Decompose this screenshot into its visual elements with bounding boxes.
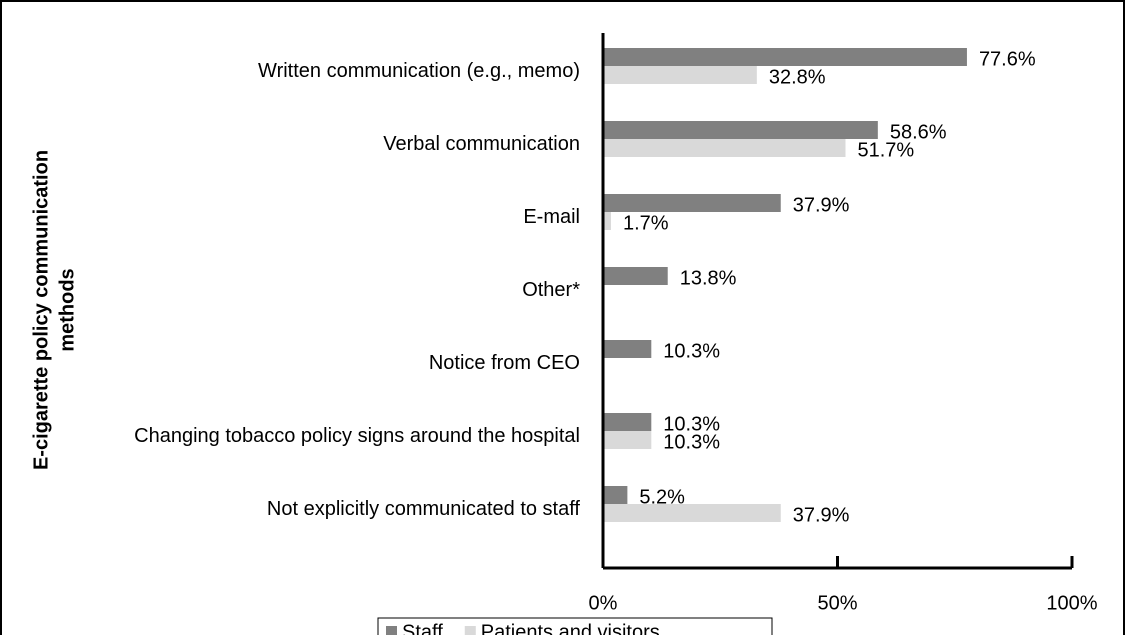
y-tick-label-wrap: Changing tobacco policy signs around the… xyxy=(50,400,580,473)
bar xyxy=(603,340,652,358)
value-label: 37.9% xyxy=(793,504,850,526)
y-tick-label-box: Changing tobacco policy signs around the… xyxy=(50,400,580,473)
legend-label: Staff xyxy=(402,621,443,635)
x-tick-label: 0% xyxy=(589,592,618,614)
value-label: 32.8% xyxy=(769,66,826,88)
y-tick-label: Verbal communication xyxy=(383,132,580,155)
y-axis-label-line: methods xyxy=(56,268,78,351)
y-tick-label: Written communication (e.g., memo) xyxy=(258,59,580,82)
y-tick-label: Other* xyxy=(522,278,580,301)
bar xyxy=(603,267,668,285)
x-tick-label: 100% xyxy=(1046,592,1097,614)
value-label: 77.6% xyxy=(979,48,1036,70)
y-tick-label-wrap: Verbal communication xyxy=(50,108,580,181)
bar xyxy=(603,194,781,212)
x-tick-label: 50% xyxy=(817,592,857,614)
bar xyxy=(603,139,846,157)
bar xyxy=(603,504,781,522)
y-tick-label: E-mail xyxy=(523,205,580,228)
y-tick-label-box: Other* xyxy=(50,254,580,327)
value-label: 37.9% xyxy=(793,194,850,216)
y-tick-label: Not explicitly communicated to staff xyxy=(266,497,580,520)
bar xyxy=(603,48,967,66)
bar xyxy=(603,431,652,449)
bar xyxy=(603,413,652,431)
y-axis-label-line: E-cigarette policy communication xyxy=(30,150,52,470)
y-tick-label-wrap: Not explicitly communicated to staff xyxy=(50,473,580,546)
bar xyxy=(603,66,757,84)
bar xyxy=(603,486,628,504)
y-tick-label-wrap: E-mail xyxy=(50,181,580,254)
y-tick-label-box: Not explicitly communicated to staff xyxy=(50,473,580,546)
y-axis-label: E-cigarette policy communication methods xyxy=(30,150,78,470)
value-label: 1.7% xyxy=(623,212,669,234)
bar xyxy=(603,121,878,139)
value-label: 10.3% xyxy=(663,431,720,453)
y-tick-label-box: Verbal communication xyxy=(50,108,580,181)
legend-swatch xyxy=(386,626,397,635)
value-label: 13.8% xyxy=(680,267,737,289)
bar xyxy=(603,212,611,230)
value-label: 5.2% xyxy=(639,486,685,508)
legend-box xyxy=(377,617,773,635)
y-tick-label: Changing tobacco policy signs around the… xyxy=(134,424,580,447)
y-tick-label-box: E-mail xyxy=(50,181,580,254)
value-label: 10.3% xyxy=(663,340,720,362)
legend-label: Patients and visitors xyxy=(481,621,660,635)
y-tick-label-box: Notice from CEO xyxy=(50,327,580,400)
legend-swatch xyxy=(464,626,476,635)
value-label: 10.3% xyxy=(663,413,720,435)
value-label: 51.7% xyxy=(857,139,914,161)
y-tick-label-wrap: Notice from CEO xyxy=(50,327,580,400)
y-tick-label-wrap: Other* xyxy=(50,254,580,327)
y-tick-label: Notice from CEO xyxy=(428,351,580,374)
value-label: 58.6% xyxy=(890,121,947,143)
y-tick-label-box: Written communication (e.g., memo) xyxy=(50,35,580,108)
y-tick-label-wrap: Written communication (e.g., memo) xyxy=(50,35,580,108)
